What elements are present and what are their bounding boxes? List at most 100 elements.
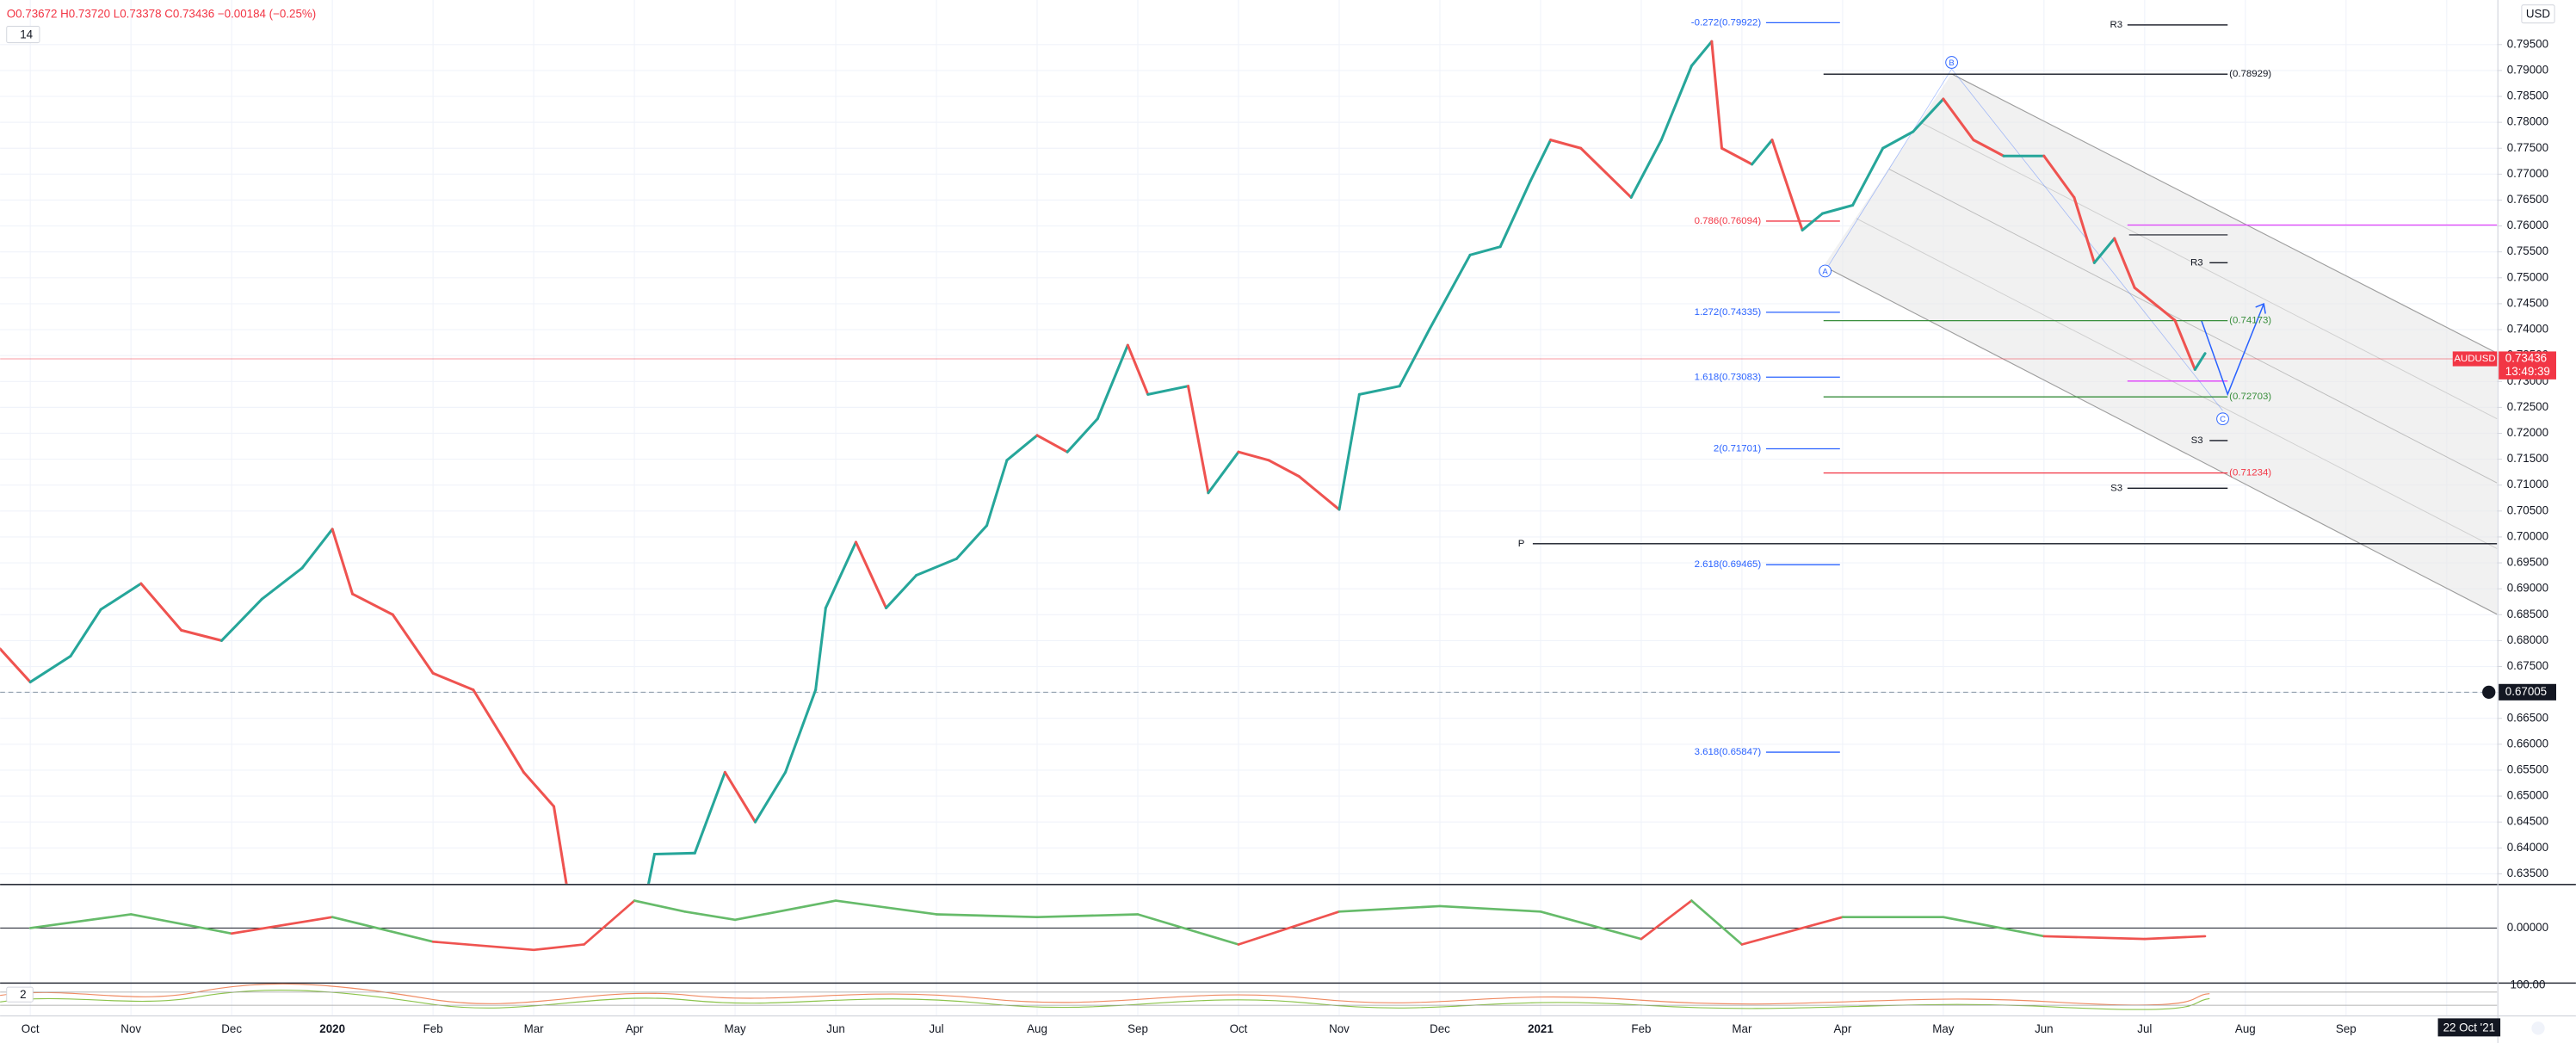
crosshair-plus[interactable]	[2482, 685, 2496, 699]
price-segment	[1428, 253, 1472, 330]
price-segment	[985, 459, 1009, 528]
wave-label: C	[2220, 415, 2226, 424]
price-segment	[1267, 459, 1300, 478]
wave-circle	[1945, 56, 1958, 69]
x-tick-label: Jun	[2035, 1022, 2054, 1035]
annotation-label: (0.71234)	[2229, 468, 2271, 478]
price-segment	[139, 582, 183, 632]
oscillator-segment	[935, 913, 1039, 919]
price-segment	[1690, 40, 1714, 68]
wave-label: B	[1949, 59, 1954, 68]
y-tick-label: 0.75000	[2507, 270, 2548, 283]
x-tick-label: Jun	[826, 1022, 845, 1035]
y-tick-label: 0.76000	[2507, 219, 2548, 231]
y-tick-label: 0.79500	[2507, 37, 2548, 50]
price-segment	[1720, 146, 1754, 166]
oscillator-segment	[834, 899, 938, 916]
x-tick-label: Oct	[1230, 1022, 1248, 1035]
annotation-label: 2(0.71701)	[1714, 444, 1762, 454]
arrow-head	[2255, 303, 2266, 314]
y-tick-label: 0.79000	[2507, 63, 2548, 76]
y-tick-label: 0.63500	[2507, 867, 2548, 879]
x-tick-label: 2021	[1528, 1022, 1554, 1035]
currency-label[interactable]: USD	[2526, 8, 2551, 21]
y-tick-label: 0.70000	[2507, 529, 2548, 542]
price-segment	[2163, 311, 2177, 322]
auto-scale-button[interactable]	[2531, 1021, 2545, 1035]
price-segment	[69, 608, 102, 657]
price-segment	[693, 770, 726, 855]
y-tick-label: 0.76500	[2507, 193, 2548, 206]
price-segment	[99, 582, 143, 611]
y-tick-label: 0.64000	[2507, 841, 2548, 854]
oscillator-segment	[1237, 910, 1341, 946]
y-tick-label: 0.77500	[2507, 141, 2548, 154]
price-segment	[1398, 327, 1431, 388]
countdown: 13:49:39	[2505, 365, 2550, 378]
price-segment	[1237, 450, 1270, 462]
x-tick-label: Nov	[120, 1022, 141, 1035]
price-segment	[28, 654, 72, 684]
price-segment	[219, 597, 263, 642]
annotation-label: 3.618(0.65847)	[1695, 747, 1762, 757]
annotation-label: (0.78929)	[2229, 69, 2271, 79]
currency-button[interactable]	[2521, 4, 2555, 24]
x-tick-label: Feb	[1631, 1022, 1651, 1035]
y-tick-label: 0.71000	[2507, 478, 2548, 491]
price-segment	[472, 688, 505, 741]
y-tick-label: 0.78500	[2507, 89, 2548, 102]
oscillator-segment	[330, 916, 435, 943]
overlay: 0.63500 0.64000 0.64500 0.65000 0.65500 0.660…	[22, 37, 2556, 1035]
y-tick-label: 0.69500	[2507, 556, 2548, 569]
wave-label: A	[1822, 267, 1828, 276]
oscillator-segment	[1438, 904, 1542, 913]
interval-badge[interactable]: 14	[20, 28, 33, 41]
x-tick-label: Dec	[221, 1022, 242, 1035]
x-tick-label: May	[1932, 1022, 1955, 1035]
y-tick-label: 0.77000	[2507, 167, 2548, 180]
pane-badge[interactable]: 2	[20, 988, 26, 1001]
symbol-tag: AUDUSD	[2454, 354, 2495, 364]
x-tick-label: Aug	[1027, 1022, 1047, 1035]
lower-pane: 2 100.00	[0, 978, 2545, 1010]
price-segment	[915, 557, 958, 577]
price-segment	[1770, 139, 1804, 231]
price-segment	[2073, 195, 2096, 264]
price-segment	[1659, 64, 1693, 142]
y-tick-label: 0.66500	[2507, 711, 2548, 724]
price-segment	[260, 566, 304, 601]
channel-tool	[1823, 68, 2498, 615]
oscillator-segment	[1337, 904, 1442, 913]
price-segment	[2092, 237, 2116, 264]
price-segment	[1801, 212, 1825, 231]
oscillator-pane	[0, 899, 2498, 952]
pane-badge-box[interactable]	[6, 986, 34, 1003]
price-segment	[1972, 139, 2005, 157]
y-tick-label: 0.69000	[2507, 582, 2548, 595]
price-segment	[954, 524, 989, 560]
oscillator-segment	[2143, 935, 2207, 941]
price-segment	[1912, 97, 1945, 133]
price-segment	[646, 853, 657, 884]
price-segment	[1549, 139, 1583, 150]
price-segment	[1529, 139, 1553, 182]
oscillator-segment	[1942, 916, 2046, 938]
price-segment	[2173, 318, 2196, 371]
x-tick-label: Mar	[1732, 1022, 1752, 1035]
oscillator-segment	[633, 899, 686, 913]
x-tick-label: Nov	[1329, 1022, 1350, 1035]
price-segment	[391, 613, 435, 675]
price-segment	[1357, 385, 1401, 396]
oscillator-segment	[1690, 899, 1744, 946]
interval-badge-box[interactable]	[6, 26, 40, 44]
y-tick-label: 0.64500	[2507, 815, 2548, 828]
annotation-label: 1.272(0.74335)	[1695, 307, 1762, 318]
annotation-label: P	[1518, 539, 1525, 549]
oscillator-segment	[1035, 913, 1140, 919]
price-segment	[1751, 139, 1774, 166]
x-tick-label: Feb	[423, 1022, 443, 1035]
y-tick-label: 0.75500	[2507, 244, 2548, 257]
price-segment	[0, 647, 32, 684]
last-price-tag-box	[2499, 351, 2556, 380]
